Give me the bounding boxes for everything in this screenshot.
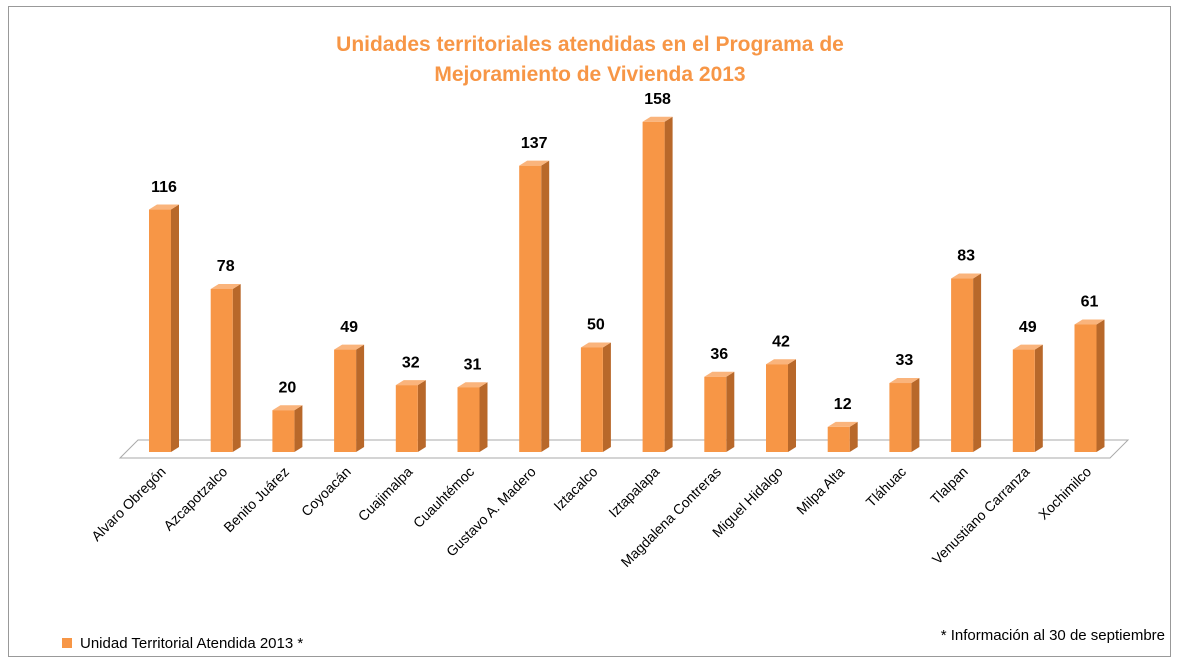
bar <box>334 349 357 452</box>
bar <box>889 383 912 452</box>
bar-side <box>664 116 673 452</box>
legend-swatch <box>62 638 72 648</box>
bar <box>1074 324 1097 452</box>
value-label: 78 <box>217 258 235 275</box>
value-label: 12 <box>834 396 852 413</box>
bar-side <box>911 378 920 452</box>
bar <box>580 347 603 452</box>
bar <box>149 209 171 452</box>
value-label: 32 <box>402 354 420 371</box>
bar-top <box>457 382 488 388</box>
bar <box>766 364 788 452</box>
legend-label: Unidad Territorial Atendida 2013 * <box>80 635 303 652</box>
bar-side <box>1096 319 1105 452</box>
bar-top <box>395 380 426 386</box>
bar-side <box>356 344 365 452</box>
bar-top <box>149 204 179 210</box>
bar-side <box>232 283 241 452</box>
bar-side <box>788 359 796 452</box>
bar-top <box>951 273 982 279</box>
value-label: 49 <box>1019 319 1037 336</box>
bar-side <box>849 421 858 452</box>
bar-top <box>1074 319 1105 325</box>
bar-side <box>171 204 179 452</box>
value-label: 158 <box>644 91 671 108</box>
bar-side <box>726 371 735 452</box>
bar <box>519 165 542 453</box>
bar-top <box>704 371 735 377</box>
bar-side <box>973 273 982 452</box>
bar-top <box>519 160 550 166</box>
bar-side <box>1034 344 1043 452</box>
bar-top <box>580 342 611 348</box>
chart-title: Unidades territoriales atendidas en el P… <box>336 33 844 86</box>
floor <box>118 439 1130 459</box>
bar-top <box>642 116 673 122</box>
value-label: 33 <box>896 352 914 369</box>
bar-top <box>272 405 303 411</box>
value-label: 36 <box>710 346 728 363</box>
bar-top <box>889 378 920 384</box>
bar-side <box>417 380 426 452</box>
bar <box>272 410 295 452</box>
bar <box>210 288 233 452</box>
bar-top <box>1012 344 1043 350</box>
bar <box>827 426 850 452</box>
value-label: 83 <box>957 248 975 265</box>
bar-side <box>602 342 611 452</box>
bar-top <box>766 359 796 365</box>
value-label: 49 <box>340 319 358 336</box>
bar-top <box>827 421 858 427</box>
value-label: 61 <box>1081 294 1099 311</box>
bar <box>1012 349 1035 452</box>
bar <box>951 278 974 452</box>
value-label: 137 <box>521 135 548 152</box>
bar <box>457 387 480 452</box>
bar-side <box>541 160 550 453</box>
bar-side <box>479 382 488 452</box>
bar <box>704 376 727 452</box>
bar-top <box>210 283 241 289</box>
bar <box>642 121 665 452</box>
value-label: 31 <box>464 356 482 373</box>
bar-top <box>334 344 365 350</box>
value-label: 20 <box>279 379 297 396</box>
bar <box>395 385 418 452</box>
value-label: 42 <box>772 333 790 350</box>
bar-side <box>294 405 303 452</box>
value-label: 50 <box>587 317 605 334</box>
annotation: * Información al 30 de septiembre <box>941 627 1165 644</box>
value-label: 116 <box>151 179 177 196</box>
